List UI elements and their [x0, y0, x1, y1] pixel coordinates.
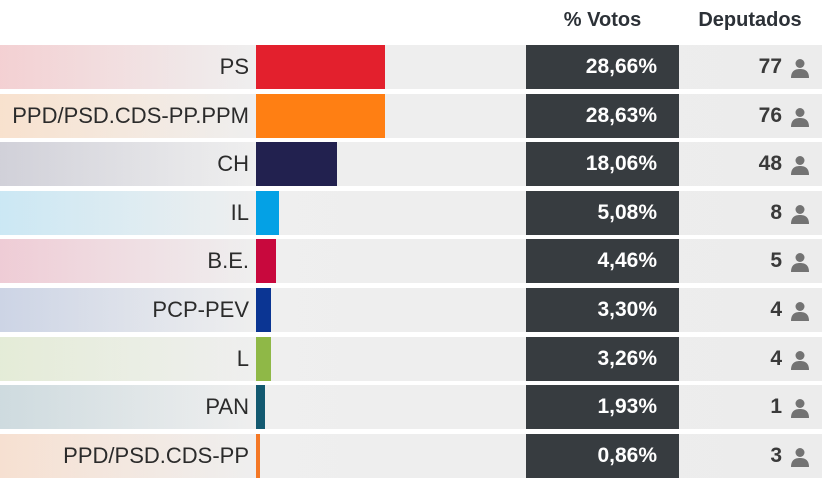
- row-background: [0, 142, 822, 186]
- party-color-tint: [0, 288, 256, 332]
- person-icon: [791, 399, 809, 418]
- party-color-tint: [0, 94, 256, 138]
- seat-count: 77: [758, 55, 782, 78]
- party-name: PPD/PSD.CDS-PP: [63, 443, 249, 468]
- seats-cell: 4: [686, 337, 822, 381]
- vote-bar-track: [256, 434, 519, 478]
- person-icon: [791, 156, 809, 175]
- person-icon: [791, 59, 809, 78]
- party-color-tint: [0, 434, 256, 478]
- row-background: [0, 288, 822, 332]
- seat-count: 4: [770, 347, 782, 370]
- party-name: B.E.: [207, 248, 249, 273]
- party-color-tint: [0, 385, 256, 429]
- vote-bar-track: [256, 191, 519, 235]
- vote-bar-track: [256, 337, 519, 381]
- seat-count: 5: [770, 249, 782, 272]
- seat-count: 3: [770, 444, 782, 467]
- vote-bar: [256, 288, 271, 332]
- vote-bar-track: [256, 94, 519, 138]
- row-background: [0, 239, 822, 283]
- row-background: [0, 94, 822, 138]
- vote-percentage: 5,08%: [526, 191, 679, 235]
- seats-cell: 3: [686, 434, 822, 478]
- party-name: PCP-PEV: [152, 297, 249, 322]
- seats-cell: 48: [686, 142, 822, 186]
- seats-cell: 8: [686, 191, 822, 235]
- vote-percentage: 3,26%: [526, 337, 679, 381]
- vote-percentage: 3,30%: [526, 288, 679, 332]
- person-icon: [791, 253, 809, 272]
- vote-bar-track: [256, 288, 519, 332]
- party-row: PPD/PSD.CDS-PP 0,86% 3: [0, 434, 822, 478]
- vote-bar: [256, 45, 385, 89]
- vote-bar-track: [256, 142, 519, 186]
- party-name: PS: [219, 54, 249, 79]
- vote-percentage: 4,46%: [526, 239, 679, 283]
- party-name: L: [236, 346, 249, 371]
- party-name: PPD/PSD.CDS-PP.PPM: [12, 103, 249, 128]
- party-row: CH 18,06% 48: [0, 142, 822, 186]
- seats-cell: 76: [686, 94, 822, 138]
- seats-cell: 4: [686, 288, 822, 332]
- party-row: PS 28,66% 77: [0, 45, 822, 89]
- vote-bar: [256, 385, 265, 429]
- party-row: PCP-PEV 3,30% 4: [0, 288, 822, 332]
- seats-cell: 5: [686, 239, 822, 283]
- party-row: IL 5,08% 8: [0, 191, 822, 235]
- vote-bar-track: [256, 385, 519, 429]
- party-color-tint: [0, 337, 256, 381]
- vote-bar: [256, 434, 260, 478]
- vote-bar: [256, 94, 385, 138]
- person-icon: [791, 302, 809, 321]
- vote-percentage: 28,66%: [526, 45, 679, 89]
- party-color-tint: [0, 239, 256, 283]
- row-background: [0, 434, 822, 478]
- vote-percentage: 1,93%: [526, 385, 679, 429]
- party-color-tint: [0, 142, 256, 186]
- votes-column-header: % Votos: [563, 9, 642, 31]
- seats-cell: 77: [686, 45, 822, 89]
- vote-percentage: 0,86%: [526, 434, 679, 478]
- vote-bar: [256, 337, 271, 381]
- vote-percentage: 28,63%: [526, 94, 679, 138]
- party-row: B.E. 4,46% 5: [0, 239, 822, 283]
- party-row: PPD/PSD.CDS-PP.PPM 28,63% 76: [0, 94, 822, 138]
- party-name: CH: [217, 151, 249, 176]
- vote-bar: [256, 142, 338, 186]
- seat-count: 8: [770, 201, 782, 224]
- party-row: PAN 1,93% 1: [0, 385, 822, 429]
- row-background: [0, 337, 822, 381]
- party-name: IL: [230, 200, 249, 225]
- vote-percentage: 18,06%: [526, 142, 679, 186]
- row-background: [0, 385, 822, 429]
- vote-bar: [256, 191, 279, 235]
- person-icon: [791, 205, 809, 224]
- seats-column-header: Deputados: [698, 9, 802, 31]
- party-color-tint: [0, 191, 256, 235]
- seat-count: 48: [758, 152, 782, 175]
- vote-bar-track: [256, 45, 519, 89]
- seat-count: 76: [758, 104, 782, 127]
- party-name: PAN: [205, 394, 249, 419]
- row-background: [0, 191, 822, 235]
- person-icon: [791, 108, 809, 127]
- row-background: [0, 45, 822, 89]
- seat-count: 1: [770, 395, 782, 418]
- party-row: L 3,26% 4: [0, 337, 822, 381]
- vote-bar-track: [256, 239, 519, 283]
- vote-bar: [256, 239, 277, 283]
- person-icon: [791, 448, 809, 467]
- party-color-tint: [0, 45, 256, 89]
- person-icon: [791, 351, 809, 370]
- seats-cell: 1: [686, 385, 822, 429]
- seat-count: 4: [770, 298, 782, 321]
